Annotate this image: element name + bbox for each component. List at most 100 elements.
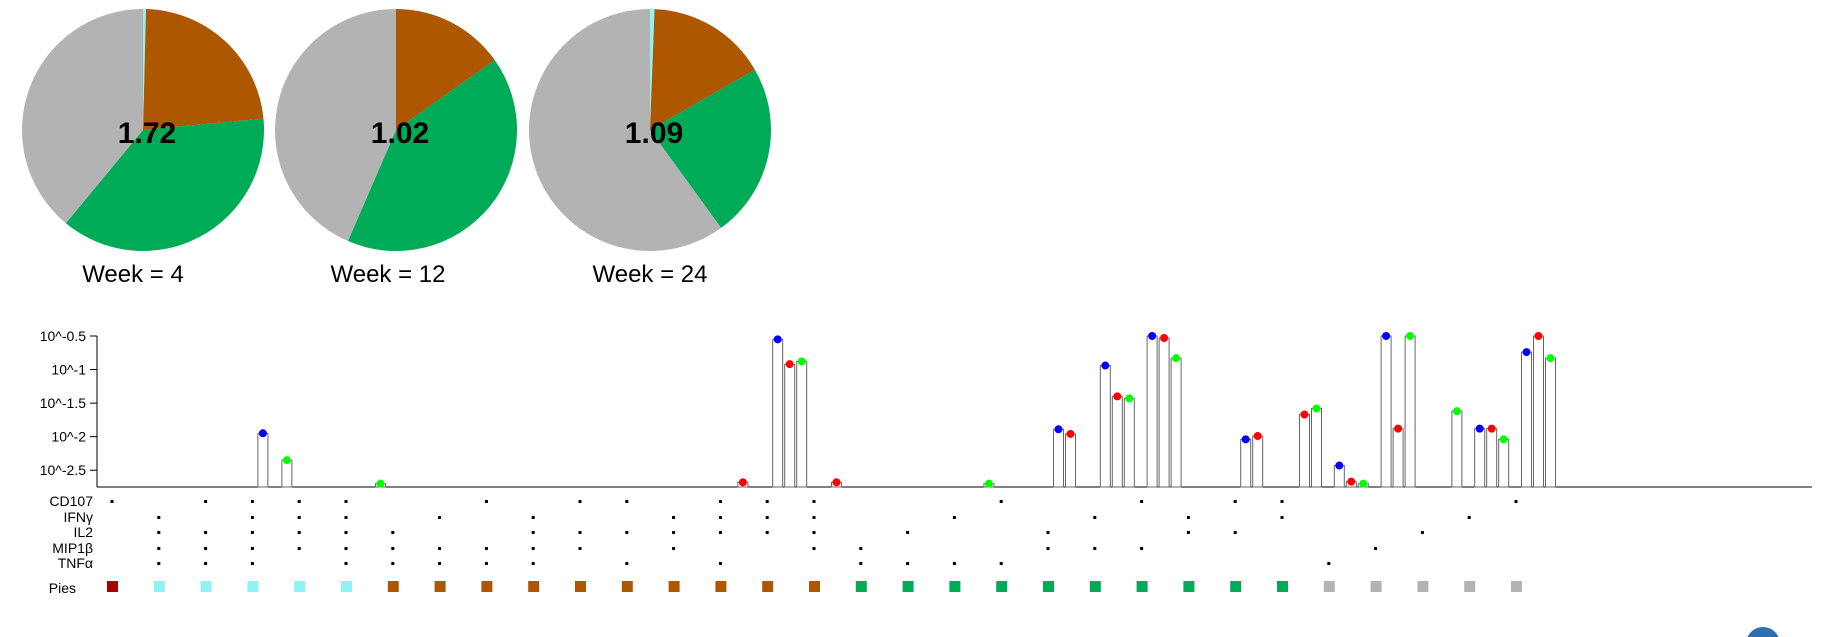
- pie-1: 1.72 Week = 4: [22, 9, 264, 288]
- pie-swatch-col24: [1183, 581, 1195, 592]
- dot-col21-blue: [1054, 425, 1063, 434]
- marker-col9-row3: [484, 547, 488, 550]
- dot-col19-green: [984, 479, 993, 488]
- bar-col4-green: [281, 459, 293, 488]
- dot-col30-red: [1487, 424, 1496, 433]
- pie-2-slice-orange: [396, 9, 495, 130]
- bar-col30-green: [1498, 438, 1510, 488]
- dot-col23-blue: [1148, 332, 1157, 340]
- dot-col26-red: [1300, 410, 1309, 419]
- pie-swatch-col14: [715, 581, 727, 592]
- marker-col7-row3: [391, 547, 395, 550]
- pie-2: 1.02 Week = 12: [275, 9, 518, 288]
- dot-col22-red: [1113, 392, 1122, 401]
- bar-col15-red: [784, 363, 796, 488]
- dot-col6-green: [376, 479, 385, 488]
- pie-swatch-col23: [1136, 581, 1148, 592]
- dot-col22-blue: [1101, 361, 1110, 370]
- marker-col5-row0: [297, 500, 301, 503]
- marker-col4-row3: [250, 547, 254, 550]
- dot-col31-green: [1546, 354, 1555, 363]
- marker-col21-row2: [1046, 531, 1050, 534]
- marker-col18-row4: [906, 562, 910, 565]
- pie-week-label: Week = 12: [331, 261, 446, 288]
- bar-col21-red: [1065, 433, 1076, 488]
- pie-1-slice-green: [65, 118, 264, 251]
- marker-col5-row2: [297, 531, 301, 534]
- row-label-1: IFNγ: [63, 509, 93, 525]
- marker-col8-row3: [438, 547, 442, 550]
- dot-col14-red: [738, 478, 747, 487]
- bar-col25-blue: [1240, 438, 1252, 488]
- pie-2-slice-green: [347, 60, 518, 252]
- bar-col15-green: [796, 361, 808, 488]
- pie-3-slice-grey: [528, 9, 722, 251]
- dot-col16-red: [832, 478, 841, 487]
- marker-col11-row0: [578, 500, 582, 503]
- bar-col31-green: [1545, 357, 1556, 488]
- pie-swatch-col7: [387, 581, 399, 592]
- bar-col30-red: [1486, 428, 1498, 488]
- marker-col2-row1: [157, 516, 161, 519]
- marker-col18-row2: [906, 531, 910, 534]
- pie-3-slice-green: [650, 69, 772, 228]
- pie-1-slice-orange: [143, 9, 264, 130]
- marker-col10-row4: [531, 562, 535, 565]
- bar-chart: 10^-0.5 10^-1 10^-1.5 10^-2 10^-2.5 CD107IFNγ…: [40, 330, 1812, 596]
- marker-col16-row0: [812, 500, 816, 503]
- pie-week-label: Week = 24: [593, 261, 708, 288]
- pie-swatch-col6: [341, 581, 352, 592]
- marker-col26-row1: [1280, 516, 1284, 519]
- bar-plot: 10^-0.5 10^-1 10^-1.5 10^-2 10^-2.5 CD107IFNγ…: [40, 330, 1812, 596]
- y-tick-label: 10^-2: [51, 429, 86, 445]
- pie-swatch-col31: [1511, 581, 1522, 592]
- marker-col15-row1: [765, 516, 769, 519]
- y-tick-label: 10^-1: [51, 362, 86, 378]
- marker-col6-row1: [344, 516, 348, 519]
- bar-col4-blue: [257, 432, 269, 488]
- dot-col26-green: [1312, 404, 1321, 413]
- marker-col6-row4: [344, 562, 348, 565]
- pie-value: 1.02: [371, 117, 429, 150]
- y-tick-label: 10^-1.5: [40, 395, 86, 411]
- y-tick-label: 10^-2.5: [40, 462, 86, 478]
- pie-1-slice-cyan: [143, 9, 147, 130]
- marker-col17-row3: [859, 547, 863, 550]
- marker-col11-row2: [578, 531, 582, 534]
- bar-col23-green: [1170, 357, 1182, 488]
- pie-swatch-col2: [153, 581, 165, 592]
- marker-col12-row4: [625, 562, 629, 565]
- dot-col15-green: [797, 357, 806, 366]
- pie-swatch-col17: [855, 581, 867, 592]
- marker-col20-row4: [999, 562, 1003, 565]
- row-label-3: MIP1β: [52, 540, 93, 556]
- pie-swatch-col19: [949, 581, 961, 592]
- marker-col2-row2: [157, 531, 161, 534]
- pies-row-label: Pies: [49, 580, 76, 596]
- dot-col31-red: [1534, 332, 1543, 340]
- marker-col9-row0: [484, 500, 488, 503]
- marker-col28-row3: [1374, 547, 1378, 550]
- marker-col24-row2: [1186, 531, 1190, 534]
- marker-col6-row3: [344, 547, 348, 550]
- bar-col22-red: [1111, 395, 1123, 488]
- marker-col14-row0: [718, 500, 722, 503]
- marker-col14-row4: [718, 562, 722, 565]
- row-label-4: TNFα: [58, 555, 93, 571]
- marker-col3-row3: [204, 547, 208, 550]
- marker-col30-row1: [1467, 516, 1471, 519]
- pie-swatch-col20: [996, 581, 1008, 592]
- bar-col23-blue: [1146, 335, 1158, 488]
- marker-col10-row3: [531, 547, 535, 550]
- marker-col12-row0: [625, 500, 629, 503]
- marker-col3-row4: [204, 562, 208, 565]
- marker-col14-row2: [718, 531, 722, 534]
- marker-col20-row0: [999, 500, 1003, 503]
- marker-col15-row0: [765, 500, 769, 503]
- logo: [1732, 625, 1822, 637]
- bar-col30-blue: [1474, 428, 1486, 488]
- dot-col22-green: [1125, 394, 1134, 403]
- pie-swatch-col26: [1277, 581, 1288, 592]
- pie-swatch-col8: [434, 581, 446, 592]
- dot-col28-red: [1394, 424, 1403, 433]
